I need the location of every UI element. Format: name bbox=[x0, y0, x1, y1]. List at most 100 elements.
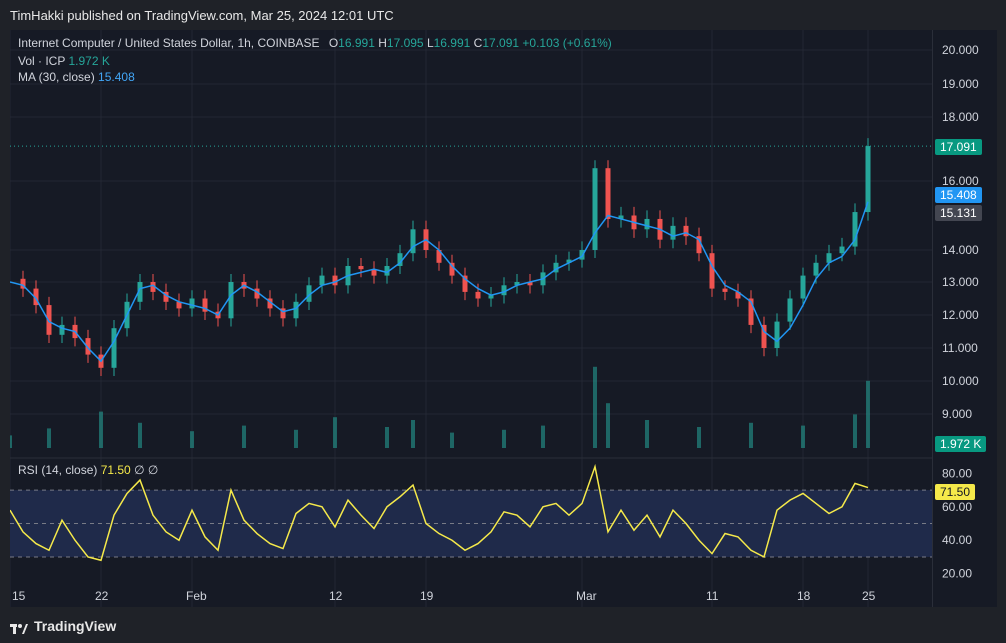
candle-body bbox=[709, 253, 715, 289]
candle-body bbox=[371, 269, 377, 276]
candle-body bbox=[228, 282, 234, 319]
x-tick-label: 15 bbox=[12, 589, 26, 603]
candle-body bbox=[670, 225, 676, 240]
candle-body bbox=[683, 225, 689, 237]
rsi-extra: ∅ ∅ bbox=[134, 463, 159, 477]
volume-bar bbox=[801, 425, 805, 448]
tradingview-logo[interactable]: TradingView bbox=[10, 618, 116, 634]
open-value: 16.991 bbox=[338, 36, 375, 50]
candle-body bbox=[397, 253, 403, 266]
candle-body bbox=[189, 298, 195, 309]
open-label: O bbox=[328, 36, 339, 50]
price-tick-label: 20.000 bbox=[942, 43, 979, 57]
candle-body bbox=[163, 291, 169, 302]
rsi-tick-label: 60.00 bbox=[942, 500, 972, 514]
candle-body bbox=[839, 246, 845, 254]
symbol-name: Internet Computer / United States Dollar… bbox=[18, 36, 320, 50]
candle-body bbox=[826, 253, 832, 263]
volume-bar bbox=[190, 431, 194, 448]
candle-body bbox=[488, 295, 494, 299]
volume-bar bbox=[645, 420, 649, 448]
ma-line bbox=[10, 201, 869, 363]
header-bar: TimHakki published on TradingView.com, M… bbox=[0, 0, 1006, 30]
candle-body bbox=[761, 324, 767, 348]
candle-body bbox=[774, 321, 780, 348]
rsi-line bbox=[10, 463, 869, 562]
price-tick-label: 10.000 bbox=[942, 374, 979, 388]
x-tick-label: 25 bbox=[862, 589, 876, 603]
volume-bar bbox=[294, 429, 298, 448]
price-axis[interactable]: 20.000 19.000 18.000 16.000 14.000 13.000 12.0… bbox=[932, 30, 997, 607]
volume-bar bbox=[502, 429, 506, 448]
rsi-tick-label: 40.00 bbox=[942, 533, 972, 547]
price-tick-label: 19.000 bbox=[942, 77, 979, 91]
rsi-legend: RSI (14, close) 71.50 ∅ ∅ bbox=[18, 463, 158, 477]
chart-svg[interactable]: 15 22 Feb 12 19 Mar 11 18 25 bbox=[10, 30, 932, 607]
x-tick-label: 18 bbox=[797, 589, 811, 603]
ma-price-tag: 15.408 bbox=[935, 187, 982, 203]
candle-body bbox=[267, 298, 273, 309]
candle-body bbox=[111, 328, 117, 368]
candle-body bbox=[150, 282, 156, 292]
candle-body bbox=[592, 168, 598, 250]
brand-name: TradingView bbox=[34, 618, 117, 634]
x-tick-label: 11 bbox=[706, 589, 719, 603]
candle-body bbox=[787, 298, 793, 322]
candle-body bbox=[475, 291, 481, 299]
volume-bar bbox=[541, 425, 545, 448]
volume-bar bbox=[606, 403, 610, 448]
candle-body bbox=[410, 229, 416, 254]
candle-body bbox=[33, 288, 39, 306]
volume-bar bbox=[47, 428, 51, 448]
candle-body bbox=[748, 298, 754, 325]
volume-bar bbox=[385, 427, 389, 448]
volume-bar bbox=[138, 422, 142, 448]
volume-bar bbox=[697, 427, 701, 448]
candle-body bbox=[46, 305, 52, 335]
candle-body bbox=[254, 288, 260, 299]
close-value: 17.091 bbox=[482, 36, 520, 50]
candle-body bbox=[293, 301, 299, 319]
publish-info: TimHakki published on TradingView.com, M… bbox=[10, 8, 394, 23]
candle-body bbox=[644, 218, 650, 230]
volume-bar bbox=[593, 366, 597, 448]
x-tick-label: Mar bbox=[576, 589, 597, 603]
volume-bar bbox=[411, 420, 415, 448]
volume-bar bbox=[749, 422, 753, 448]
ma-value: 15.408 bbox=[98, 70, 135, 84]
price-tick-label: 16.000 bbox=[942, 174, 979, 188]
low-value: 16.991 bbox=[433, 36, 471, 50]
candle-body bbox=[800, 275, 806, 299]
ma-legend: MA (30, close) 15.408 bbox=[18, 70, 135, 84]
x-tick-label: 12 bbox=[329, 589, 343, 603]
volume-bar bbox=[99, 411, 103, 448]
rsi-value: 71.50 bbox=[100, 463, 131, 477]
candle-body bbox=[566, 259, 572, 263]
rsi-tick-label: 20.00 bbox=[942, 567, 972, 581]
change-value: +0.103 (+0.61%) bbox=[522, 36, 612, 50]
chart-area[interactable]: 15 22 Feb 12 19 Mar 11 18 25 Internet Computer /… bbox=[10, 30, 932, 607]
low-label: L bbox=[426, 36, 434, 50]
rsi-tick-label: 80.00 bbox=[942, 466, 972, 480]
candle-body bbox=[280, 308, 286, 319]
candle-body bbox=[462, 275, 468, 292]
candle-body bbox=[202, 298, 208, 312]
candle-body bbox=[514, 282, 520, 286]
candle-body bbox=[306, 285, 312, 302]
candle-body bbox=[319, 275, 325, 286]
volume-label: Vol · ICP bbox=[18, 54, 66, 68]
candle-body bbox=[852, 212, 858, 247]
candle-body bbox=[332, 275, 338, 286]
price-tick-label: 12.000 bbox=[942, 308, 979, 322]
volume-bar bbox=[10, 435, 12, 448]
candle-body bbox=[501, 285, 507, 296]
x-tick-label: Feb bbox=[186, 589, 207, 603]
volume-value: 1.972 K bbox=[68, 54, 110, 68]
candle-body bbox=[605, 168, 611, 219]
ma-label: MA (30, close) bbox=[18, 70, 95, 84]
candle-body bbox=[618, 215, 624, 219]
volume-legend: Vol · ICP 1.972 K bbox=[18, 54, 110, 68]
candle-body bbox=[696, 236, 702, 254]
candle-body bbox=[813, 262, 819, 276]
close-label: C bbox=[473, 36, 483, 50]
